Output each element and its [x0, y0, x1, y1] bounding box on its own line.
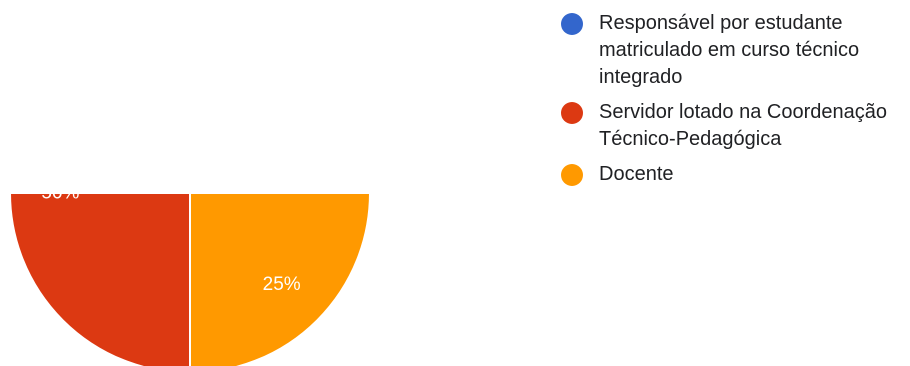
legend-swatch-servidor — [561, 102, 583, 124]
legend-label-docente: Docente — [599, 163, 674, 185]
legend-item-docente[interactable]: Docente — [561, 161, 906, 188]
legend-item-responsavel[interactable]: Responsável por estudante matriculado em… — [561, 10, 906, 91]
pie-label-servidor: 50% — [41, 183, 79, 204]
pie-slice-docente[interactable] — [189, 192, 372, 366]
legend-swatch-responsavel — [561, 13, 583, 35]
chart-legend: Responsável por estudante matriculado em… — [561, 10, 906, 196]
pie-label-docente: 25% — [263, 91, 301, 112]
pie-label-responsavel: 25% — [263, 274, 301, 295]
pie-chart: 25% 50% 25% — [8, 91, 372, 366]
legend-label-responsavel: Responsável por estudante matriculado em… — [599, 12, 860, 88]
legend-item-servidor[interactable]: Servidor lotado na Coordenação Técnico-P… — [561, 99, 906, 153]
legend-swatch-docente — [561, 164, 583, 186]
legend-label-servidor: Servidor lotado na Coordenação Técnico-P… — [599, 101, 887, 150]
